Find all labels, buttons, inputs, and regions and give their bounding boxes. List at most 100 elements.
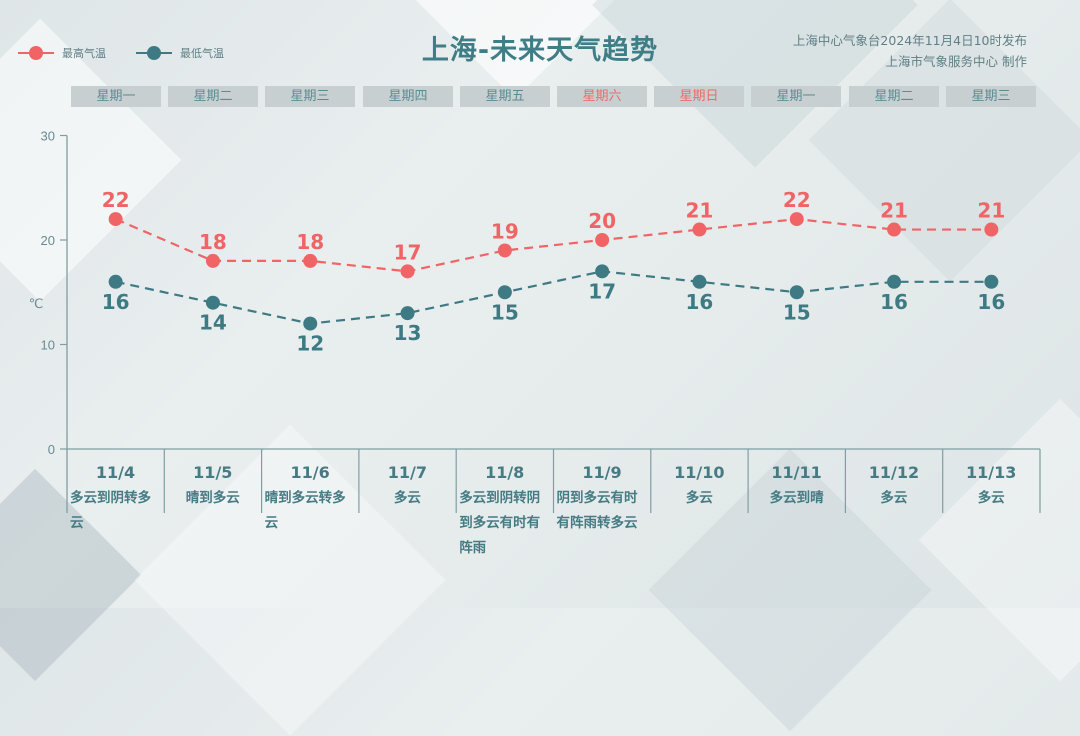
date-cell: 11/11 多云到晴 <box>748 460 845 511</box>
weekday-bar: 星期一 星期二 星期三 星期四 星期五 星期六 星期日 星期一 星期二 星期三 <box>0 86 1080 107</box>
low-temp-point <box>984 274 999 289</box>
weather-description: 晴到多云转多云 <box>264 490 346 531</box>
date-cell: 11/12 多云 <box>845 460 942 511</box>
weekday-label: 星期三 <box>946 86 1036 107</box>
date-label: 11/12 <box>868 463 920 482</box>
low-temp-point <box>108 274 123 289</box>
low-temp-point <box>595 264 610 279</box>
date-cell: 11/5 晴到多云 <box>164 460 261 511</box>
chart-legend: 最高气温 最低气温 <box>18 45 254 61</box>
low-temp-value: 12 <box>296 332 324 356</box>
temperature-line-chart: 0 10 20 30 ℃ 22 18 18 17 19 20 21 22 21 21 16 14 12 13 15 17… <box>29 129 1041 513</box>
weekday-label: 星期三 <box>265 86 355 107</box>
issuer-info: 上海中心气象台2024年11月4日10时发布 上海市气象服务中心 制作 <box>793 30 1027 72</box>
high-temp-value: 18 <box>296 230 324 254</box>
high-temp-value: 21 <box>977 199 1005 223</box>
issuer-line-1: 上海中心气象台2024年11月4日10时发布 <box>792 33 1027 48</box>
low-temp-value: 15 <box>783 300 811 324</box>
low-temp-value: 15 <box>491 300 519 324</box>
high-temp-value: 20 <box>588 209 616 233</box>
legend-label-high: 最高气温 <box>62 47 106 60</box>
low-temp-value: 14 <box>199 311 227 335</box>
high-temp-point <box>205 253 220 268</box>
weather-description: 多云 <box>393 490 421 506</box>
weekday-label-weekend: 星期日 <box>654 86 744 107</box>
date-cell: 11/8 多云到阴转阴 到多云有时有 阵雨 <box>456 460 553 561</box>
weather-description: 多云到晴 <box>769 490 824 506</box>
low-temp-point <box>400 306 415 321</box>
y-tick-label: 0 <box>48 442 55 457</box>
low-temp-value: 16 <box>686 290 714 314</box>
high-temp-value: 17 <box>394 240 422 264</box>
date-cell: 11/7 多云 <box>359 460 456 511</box>
high-temp-point <box>400 264 415 279</box>
weekday-label: 星期二 <box>849 86 939 107</box>
low-temp-point <box>205 295 220 310</box>
low-temp-marker-icon <box>136 46 172 60</box>
date-cell: 11/13 多云 <box>943 460 1040 511</box>
weekday-label: 星期一 <box>71 86 161 107</box>
y-tick-label: 10 <box>41 338 55 353</box>
low-temp-point <box>303 316 318 331</box>
y-axis-unit-label: ℃ <box>29 297 44 312</box>
weather-description: 多云到阴转多云 <box>70 490 151 531</box>
weather-description: 多云 <box>977 490 1005 506</box>
date-label: 11/8 <box>485 463 525 482</box>
weather-description: 多云 <box>880 490 908 506</box>
weekday-label: 星期一 <box>751 86 841 107</box>
high-temp-point <box>303 253 318 268</box>
legend-label-low: 最低气温 <box>180 47 224 60</box>
low-temp-value: 13 <box>394 321 422 345</box>
date-label: 11/13 <box>966 463 1017 482</box>
low-temp-point <box>887 274 902 289</box>
high-temp-value: 19 <box>491 219 519 243</box>
weekday-label-weekend: 星期六 <box>557 86 647 107</box>
low-temp-value: 16 <box>977 290 1005 314</box>
y-tick-label: 20 <box>41 233 55 248</box>
low-temp-point <box>789 285 804 300</box>
high-temp-value: 21 <box>686 199 714 223</box>
high-temp-point <box>692 222 707 237</box>
high-temp-point <box>497 243 512 258</box>
legend-item-high: 最高气温 <box>18 45 106 61</box>
date-cell: 11/10 多云 <box>651 460 748 511</box>
low-temp-point <box>692 274 707 289</box>
date-label: 11/7 <box>387 463 428 482</box>
legend-item-low: 最低气温 <box>136 45 224 61</box>
weekday-label: 星期五 <box>460 86 550 107</box>
low-temp-value: 16 <box>880 290 908 314</box>
date-label: 11/11 <box>771 463 822 482</box>
date-cell: 11/6 晴到多云转多云 <box>262 460 359 536</box>
high-temp-point <box>887 222 902 237</box>
weekday-label: 星期二 <box>168 86 258 107</box>
weather-description: 晴到多云 <box>185 490 240 506</box>
high-temp-marker-icon <box>18 46 54 60</box>
low-temp-value: 17 <box>588 279 616 303</box>
weather-description: 多云到阴转阴 到多云有时有 阵雨 <box>459 490 541 556</box>
weekday-label: 星期四 <box>363 86 453 107</box>
date-label: 11/9 <box>582 463 622 482</box>
date-label: 11/10 <box>674 463 725 482</box>
date-label: 11/6 <box>290 463 330 482</box>
date-label: 11/4 <box>95 463 136 482</box>
high-temp-line <box>115 217 992 273</box>
high-temp-point <box>984 222 999 237</box>
y-tick-label: 30 <box>41 129 55 144</box>
date-cell: 11/9 阴到多云有时 有阵雨转多云 <box>554 460 651 536</box>
high-temp-value: 22 <box>102 188 130 212</box>
date-cell: 11/4 多云到阴转多云 <box>67 460 164 536</box>
weather-description: 多云 <box>685 490 713 506</box>
high-temp-point <box>595 233 610 247</box>
high-temp-value: 22 <box>783 188 811 212</box>
low-temp-line <box>115 270 992 325</box>
high-temp-value: 21 <box>880 199 908 223</box>
high-temp-point <box>108 212 123 227</box>
date-label: 11/5 <box>193 463 233 482</box>
weather-description: 阴到多云有时 有阵雨转多云 <box>556 490 638 531</box>
low-temp-point <box>497 285 512 300</box>
low-temp-value: 16 <box>102 290 130 314</box>
high-temp-point <box>789 212 804 227</box>
issuer-line-2: 上海市气象服务中心 制作 <box>885 54 1027 69</box>
page-title: 上海-未来天气趋势 <box>421 35 659 66</box>
high-temp-value: 18 <box>199 230 227 254</box>
